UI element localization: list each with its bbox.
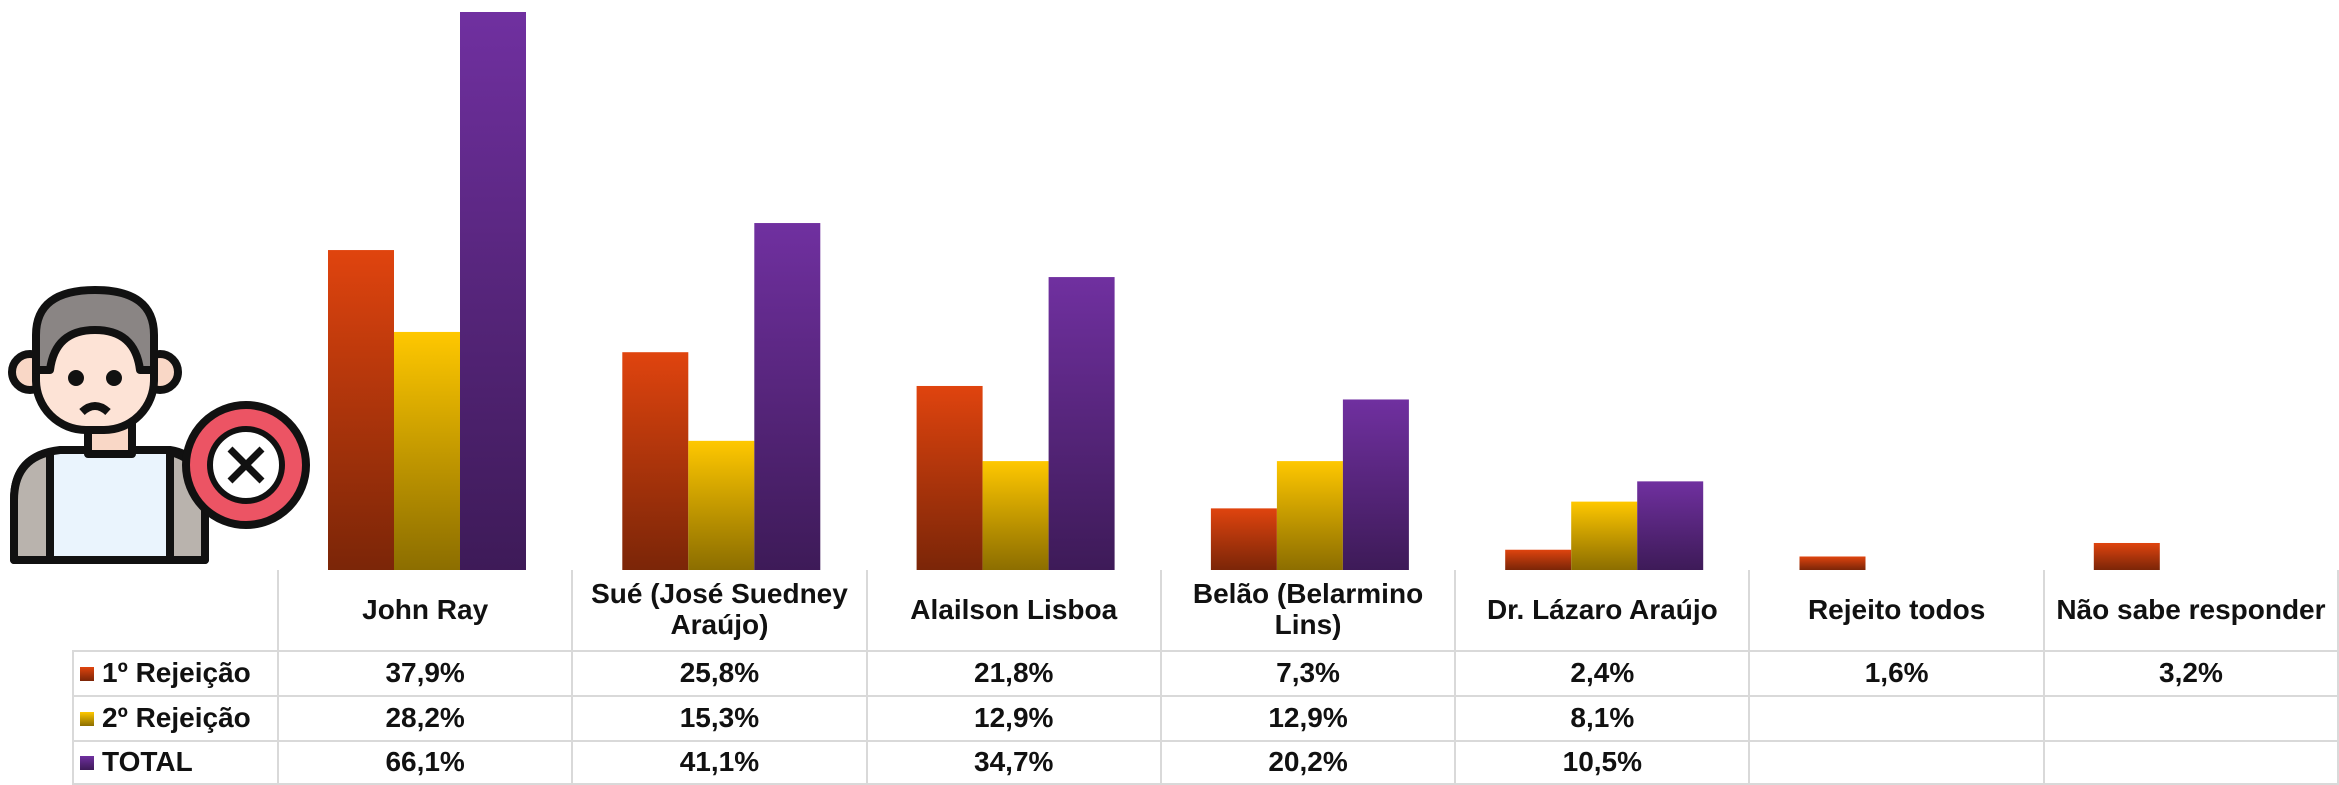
value-label: 7,3%: [1162, 652, 1456, 697]
value-label: 12,9%: [1162, 697, 1456, 742]
legend-marker: [80, 667, 94, 681]
page: John RaySué (José Suedney Araújo)Alailso…: [0, 0, 2339, 785]
empty-cell: [1750, 697, 2044, 742]
legend-entry: TOTAL: [72, 742, 279, 785]
value-label: 12,9%: [868, 697, 1162, 742]
bar: [1049, 277, 1115, 570]
empty-cell: [1750, 742, 2044, 785]
legend-entry: 1º Rejeição: [72, 652, 279, 697]
rejection-icon: [12, 290, 306, 560]
bar: [917, 386, 983, 570]
bar: [1211, 508, 1277, 570]
table-corner: [72, 570, 279, 652]
value-label: 3,2%: [2045, 652, 2339, 697]
bar: [688, 441, 754, 570]
legend-entry: 2º Rejeição: [72, 697, 279, 742]
value-label: 8,1%: [1456, 697, 1750, 742]
bar: [1505, 550, 1571, 570]
category-label: Alailson Lisboa: [868, 570, 1162, 652]
category-label: John Ray: [279, 570, 573, 652]
value-label: 1,6%: [1750, 652, 2044, 697]
value-label: 28,2%: [279, 697, 573, 742]
legend-text: TOTAL: [102, 747, 193, 778]
bar: [983, 461, 1049, 570]
bar: [1277, 461, 1343, 570]
value-label: 25,8%: [573, 652, 867, 697]
value-label: 41,1%: [573, 742, 867, 785]
value-label: 34,7%: [868, 742, 1162, 785]
bar: [754, 223, 820, 570]
bar: [1571, 502, 1637, 570]
bar: [1800, 556, 1866, 570]
bar: [1343, 399, 1409, 570]
legend-text: 1º Rejeição: [102, 658, 251, 689]
bar: [2094, 543, 2160, 570]
category-label: Rejeito todos: [1750, 570, 2044, 652]
legend-marker: [80, 756, 94, 770]
bar: [622, 352, 688, 570]
legend-text: 2º Rejeição: [102, 703, 251, 734]
value-label: 37,9%: [279, 652, 573, 697]
category-label: Não sabe responder: [2045, 570, 2339, 652]
bar: [1637, 481, 1703, 570]
value-label: 21,8%: [868, 652, 1162, 697]
category-label: Dr. Lázaro Araújo: [1456, 570, 1750, 652]
category-label: Belão (Belarmino Lins): [1162, 570, 1456, 652]
value-label: 20,2%: [1162, 742, 1456, 785]
bar: [394, 332, 460, 570]
value-label: 10,5%: [1456, 742, 1750, 785]
legend-marker: [80, 712, 94, 726]
value-label: 2,4%: [1456, 652, 1750, 697]
empty-cell: [2045, 697, 2339, 742]
bar: [328, 250, 394, 570]
empty-cell: [2045, 742, 2339, 785]
value-label: 66,1%: [279, 742, 573, 785]
value-label: 15,3%: [573, 697, 867, 742]
category-label: Sué (José Suedney Araújo): [573, 570, 867, 652]
bar: [460, 12, 526, 570]
